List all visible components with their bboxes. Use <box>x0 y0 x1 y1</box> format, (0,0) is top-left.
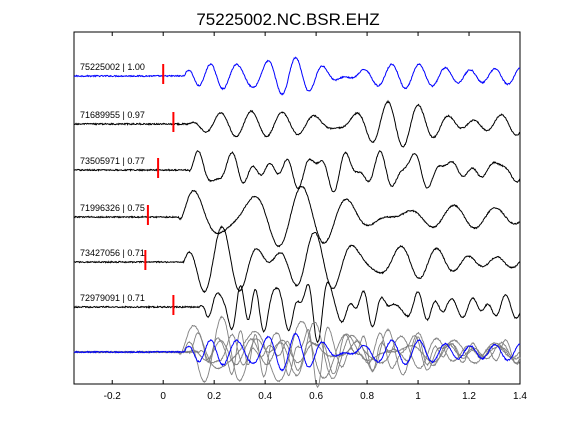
x-tick-label: 0.2 <box>207 391 221 402</box>
overlay-trace-72979091 <box>73 326 521 389</box>
overlay-group <box>73 315 521 389</box>
trace-label-73427056: 73427056 | 0.71 <box>80 248 145 258</box>
picks-group <box>144 64 175 315</box>
x-tick-label: 0 <box>160 391 166 402</box>
x-tick-label: 1.2 <box>462 391 476 402</box>
trace-73505971 <box>73 150 520 193</box>
trace-71996326 <box>73 185 521 248</box>
overlay-trace-73427056 <box>73 315 520 383</box>
x-tick-label: 0.6 <box>309 391 323 402</box>
trace-label-72979091: 72979091 | 0.71 <box>80 293 145 303</box>
trace-72979091 <box>73 281 521 344</box>
trace-73427056 <box>73 225 520 294</box>
x-tick-label: -0.2 <box>104 391 122 402</box>
trace-label-73505971: 73505971 | 0.77 <box>80 156 145 166</box>
trace-label-75225002: 75225002 | 1.00 <box>80 62 145 72</box>
x-axis: -0.2 0 0.2 0.4 0.6 0.8 1 1.2 1.4 <box>104 32 527 402</box>
x-tick-label: 1 <box>415 391 421 402</box>
trace-71689955 <box>73 99 521 148</box>
trace-label-71689955: 71689955 | 0.97 <box>80 110 145 120</box>
trace-labels: 75225002 | 1.00 71689955 | 0.97 73505971 |… <box>80 62 145 303</box>
overlay-trace-75225002 <box>73 332 521 372</box>
trace-label-71996326: 71996326 | 0.75 <box>80 203 145 213</box>
x-tick-label: 0.8 <box>360 391 374 402</box>
x-tick-label: 1.4 <box>513 391 527 402</box>
plot-frame <box>73 31 521 385</box>
x-tick-label: 0.4 <box>258 391 272 402</box>
trace-75225002 <box>73 56 521 96</box>
chart-title: 75225002.NC.BSR.EHZ <box>196 10 379 29</box>
